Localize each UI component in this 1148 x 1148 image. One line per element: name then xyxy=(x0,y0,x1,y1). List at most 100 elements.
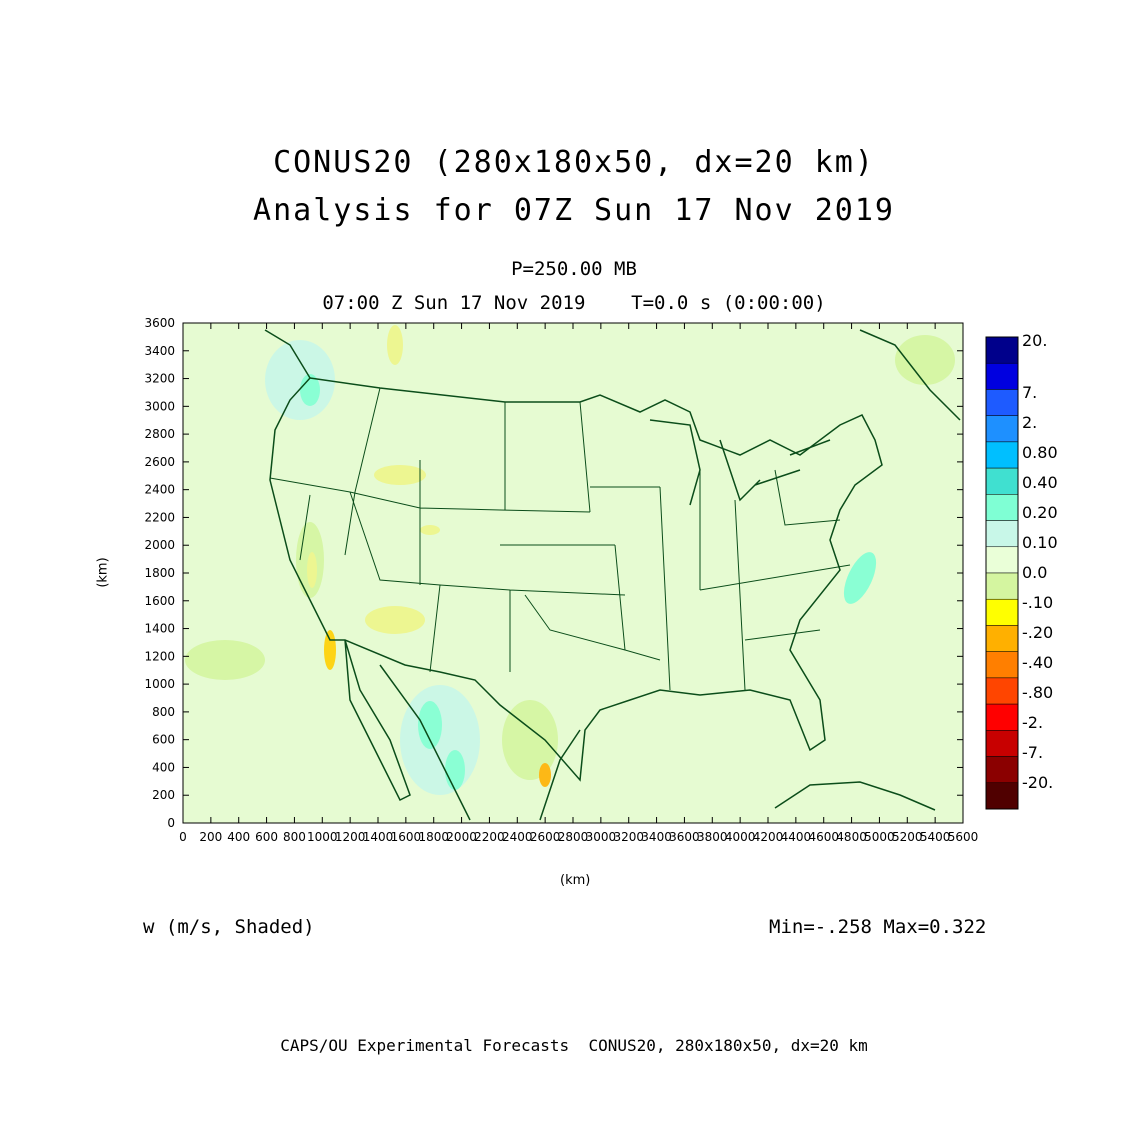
shade-region xyxy=(418,701,442,749)
x-tick-label: 3800 xyxy=(697,830,728,844)
chart-title-line-1: CONUS20 (280x180x50, dx=20 km) xyxy=(273,145,875,180)
map-panel: 0 200 400 600 800 100012001400160018002000220… xyxy=(144,316,978,844)
min-max-stats: Min=-.258 Max=0.322 xyxy=(769,916,987,938)
colorbar xyxy=(985,336,1019,810)
shade-region xyxy=(445,750,465,790)
colorbar-label: 0.40 xyxy=(1022,473,1058,492)
x-tick-label: 4800 xyxy=(836,830,867,844)
shade-region xyxy=(539,763,551,787)
cuba-outline xyxy=(774,781,936,811)
colorbar-label: -.80 xyxy=(1022,683,1053,702)
x-tick-label: 2400 xyxy=(502,830,533,844)
y-tick-label: 2400 xyxy=(144,483,175,497)
y-tick-label: 0 xyxy=(167,816,175,830)
shade-region xyxy=(307,552,317,588)
baja-california xyxy=(344,639,411,802)
shade-region xyxy=(365,606,425,634)
country-outline xyxy=(269,377,883,782)
x-tick-label: 5000 xyxy=(864,830,895,844)
y-tick-label: 2800 xyxy=(144,427,175,441)
colorbar-label: -20. xyxy=(1022,773,1053,792)
x-tick-label: 4000 xyxy=(725,830,756,844)
x-tick-label: 4600 xyxy=(808,830,839,844)
y-ticks xyxy=(183,322,963,824)
colorbar-label: -.40 xyxy=(1022,653,1053,672)
colorbar-swatch xyxy=(985,703,1019,731)
x-tick-label: 3000 xyxy=(586,830,617,844)
colorbar-swatch xyxy=(985,625,1019,652)
y-tick-label: 200 xyxy=(152,788,175,802)
x-tick-label: 5600 xyxy=(948,830,979,844)
x-tick-label: 2000 xyxy=(446,830,477,844)
y-tick-label: 3600 xyxy=(144,316,175,330)
x-tick-label: 4400 xyxy=(781,830,812,844)
state-lines xyxy=(269,387,851,691)
colorbar-swatch xyxy=(985,336,1019,364)
y-tick-label: 2600 xyxy=(144,455,175,469)
x-tick-label: 1000 xyxy=(307,830,338,844)
colorbar-label: -2. xyxy=(1022,713,1043,732)
x-tick-label: 4200 xyxy=(753,830,784,844)
x-tick-label: 2800 xyxy=(558,830,589,844)
colorbar-swatch xyxy=(985,415,1019,443)
y-tick-label: 1200 xyxy=(144,649,175,663)
colorbar-label: -.10 xyxy=(1022,593,1053,612)
pressure-level: P=250.00 MB xyxy=(511,258,637,280)
colorbar-label: 0.80 xyxy=(1022,443,1058,462)
shade-region xyxy=(185,640,265,680)
x-tick-label: 1200 xyxy=(335,830,366,844)
colorbar-label: 2. xyxy=(1022,413,1037,432)
colorbar-frame xyxy=(985,336,1019,810)
colorbar-label: -7. xyxy=(1022,743,1043,762)
x-tick-label: 800 xyxy=(283,830,306,844)
chart-title-line-2: Analysis for 07Z Sun 17 Nov 2019 xyxy=(253,193,895,228)
colorbar-swatch xyxy=(985,467,1019,495)
x-tick-label: 2600 xyxy=(530,830,561,844)
y-tick-label: 3200 xyxy=(144,372,175,386)
colorbar-label: 0.10 xyxy=(1022,533,1058,552)
x-tick-label: 200 xyxy=(199,830,222,844)
y-tick-label: 1800 xyxy=(144,566,175,580)
x-tick-label: 1800 xyxy=(418,830,449,844)
x-tick-label: 5400 xyxy=(920,830,951,844)
x-tick-label: 1600 xyxy=(391,830,422,844)
y-tick-labels: 0 200 400 600 800 1000 1200 1400 1600 1800 2000 220… xyxy=(144,316,175,830)
y-tick-label: 400 xyxy=(152,760,175,774)
y-tick-label: 800 xyxy=(152,705,175,719)
x-tick-label: 0 xyxy=(179,830,187,844)
x-tick-label: 600 xyxy=(255,830,278,844)
colorbar-swatch xyxy=(985,756,1019,784)
colorbar-label: 7. xyxy=(1022,383,1037,402)
shade-region xyxy=(324,630,336,670)
x-tick-label: 3600 xyxy=(669,830,700,844)
footer-credit: CAPS/OU Experimental Forecasts CONUS20, … xyxy=(280,1036,868,1055)
colorbar-swatch xyxy=(985,362,1019,390)
colorbar-swatch xyxy=(985,572,1019,600)
colorbar-swatch xyxy=(985,782,1019,810)
y-tick-label: 1600 xyxy=(144,594,175,608)
x-tick-label: 3200 xyxy=(613,830,644,844)
x-axis-label: (km) xyxy=(560,873,591,888)
variable-label: w (m/s, Shaded) xyxy=(143,916,315,938)
x-tick-label: 1400 xyxy=(363,830,394,844)
colorbar-label: -.20 xyxy=(1022,623,1053,642)
y-axis-label: (km) xyxy=(95,557,111,588)
colorbar-swatch xyxy=(985,520,1019,548)
y-tick-label: 2000 xyxy=(144,538,175,552)
x-tick-label: 400 xyxy=(227,830,250,844)
y-tick-label: 1400 xyxy=(144,622,175,636)
colorbar-labels: 20. 7. 2. 0.80 0.40 0.20 0.10 0.0 -.10 -.20 -.40 -.… xyxy=(1022,331,1058,792)
colorbar-swatch xyxy=(985,677,1019,705)
map-boundaries xyxy=(264,329,961,821)
x-ticks xyxy=(182,323,964,823)
y-tick-label: 3000 xyxy=(144,399,175,413)
colorbar-swatch xyxy=(985,389,1019,416)
shade-region xyxy=(300,374,320,406)
colorbar-label: 0.20 xyxy=(1022,503,1058,522)
y-tick-label: 600 xyxy=(152,733,175,747)
shade-region xyxy=(374,465,426,485)
shade-region xyxy=(502,700,558,780)
colorbar-swatch xyxy=(985,598,1019,626)
y-tick-label: 1000 xyxy=(144,677,175,691)
